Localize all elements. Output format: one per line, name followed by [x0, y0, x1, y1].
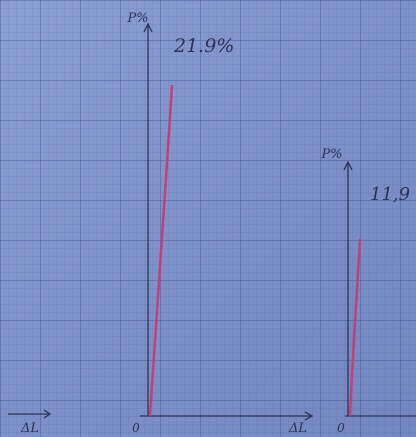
- drawing: ΔL P% 21.9% ΔL 0 P% 11,9 % 0: [0, 0, 416, 437]
- peak-label: 11,9 %: [370, 184, 416, 205]
- origin-label: 0: [132, 421, 140, 435]
- x-axis: [140, 412, 312, 420]
- curve: [150, 86, 172, 415]
- curve: [350, 240, 360, 415]
- y-label: P%: [126, 11, 148, 26]
- peak-label: 21.9%: [173, 35, 234, 57]
- axis: [8, 410, 50, 418]
- x-label: ΔL: [288, 421, 307, 436]
- y-label: P%: [320, 147, 342, 162]
- origin-label: 0: [337, 421, 345, 435]
- x-label: ΔL: [20, 421, 39, 436]
- graph-paper-photo: ΔL P% 21.9% ΔL 0 P% 11,9 % 0: [0, 0, 416, 437]
- y-axis: [144, 24, 152, 416]
